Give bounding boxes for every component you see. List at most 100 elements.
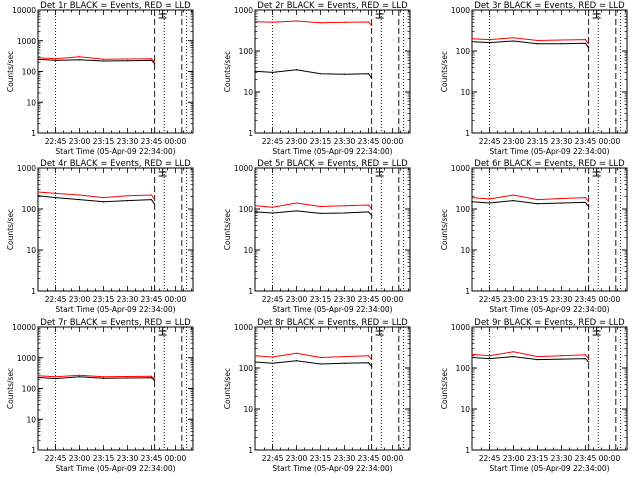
- data-point: [295, 210, 298, 212]
- data-point: [488, 198, 491, 200]
- data-point: [78, 374, 81, 376]
- data-point: [37, 375, 39, 377]
- data-point: [154, 63, 156, 65]
- x-axis-label: Start Time (05-Apr-09 22:34:00): [55, 147, 175, 156]
- data-point: [512, 37, 515, 39]
- data-point: [102, 58, 105, 60]
- data-point: [126, 58, 129, 60]
- chart-title: Det 9r BLACK = Events, RED = LLD: [474, 318, 625, 328]
- data-point: [584, 201, 587, 203]
- x-tick-label: 00:00: [382, 454, 404, 463]
- y-tick-label: 100: [456, 205, 471, 214]
- y-tick-label: 1000: [451, 164, 470, 173]
- data-point: [319, 205, 322, 208]
- y-tick-label: 1: [465, 129, 470, 138]
- x-tick-label: 23:00: [69, 454, 91, 463]
- x-tick-label: 23:15: [310, 454, 332, 463]
- data-point: [560, 355, 563, 357]
- data-point: [371, 359, 373, 361]
- data-point: [150, 375, 153, 377]
- data-point: [560, 358, 563, 360]
- data-point: [536, 198, 539, 201]
- data-point: [271, 362, 274, 364]
- plot-frame: [37, 326, 194, 451]
- panel-5: Det 5r BLACK = Events, RED = LLD 1 10 100 10…: [223, 159, 411, 314]
- data-point: [54, 58, 57, 60]
- data-point: [560, 43, 563, 45]
- x-tick-label: 22:45: [262, 454, 284, 463]
- y-tick-label: 1000: [234, 6, 253, 15]
- data-point: [512, 40, 515, 42]
- x-tick-label: 23:30: [551, 454, 573, 463]
- data-point: [37, 195, 39, 197]
- data-point: [560, 39, 563, 41]
- data-point: [367, 211, 370, 213]
- data-point: [588, 357, 590, 360]
- x-tick-label: 23:45: [141, 454, 163, 463]
- data-point: [488, 357, 491, 360]
- x-tick-label: 23:30: [117, 137, 139, 146]
- data-point: [367, 355, 370, 357]
- data-point: [54, 376, 57, 378]
- data-point: [536, 359, 539, 361]
- data-point: [488, 355, 491, 357]
- plot-frame: [471, 326, 628, 451]
- y-tick-label: 10: [460, 405, 470, 414]
- data-point: [371, 24, 373, 27]
- x-tick-label: 23:15: [93, 454, 115, 463]
- data-point: [254, 211, 256, 213]
- data-point: [102, 376, 105, 378]
- x-tick-label: 23:45: [358, 295, 380, 304]
- x-tick-label: 22:45: [262, 295, 284, 304]
- data-point: [512, 355, 515, 358]
- data-point: [126, 377, 129, 379]
- chart-title: Det 2r BLACK = Events, RED = LLD: [257, 1, 408, 11]
- x-axis-label: Start Time (05-Apr-09 22:34:00): [272, 305, 392, 314]
- x-tick-label: 00:00: [382, 137, 404, 146]
- panel-3: Det 3r BLACK = Events, RED = LLD 1 10 100 10…: [440, 1, 628, 156]
- x-tick-label: 23:00: [69, 137, 91, 146]
- data-point: [471, 353, 473, 355]
- y-tick-label: 10: [26, 246, 36, 255]
- data-point: [102, 201, 105, 203]
- data-point: [560, 197, 563, 200]
- data-point: [367, 21, 370, 23]
- data-point: [154, 378, 156, 380]
- data-point: [154, 380, 156, 382]
- chart-title: Det 3r BLACK = Events, RED = LLD: [474, 1, 625, 11]
- x-tick-label: 23:00: [286, 137, 308, 146]
- data-point: [150, 59, 153, 61]
- data-point: [512, 200, 515, 202]
- y-tick-label: 10: [26, 415, 36, 424]
- data-point: [54, 196, 57, 199]
- x-tick-label: 23:15: [310, 295, 332, 304]
- data-point: [126, 375, 129, 378]
- data-point: [102, 60, 105, 62]
- data-point: [371, 208, 373, 210]
- x-tick-label: 23:45: [575, 454, 597, 463]
- data-point: [584, 357, 587, 360]
- x-tick-label: 23:15: [527, 137, 549, 146]
- data-point: [54, 377, 57, 380]
- series-line-lld: [254, 20, 372, 26]
- data-point: [319, 212, 322, 215]
- data-point: [37, 191, 39, 193]
- y-tick-label: 1000: [17, 37, 36, 46]
- data-point: [37, 57, 39, 59]
- x-tick-label: 23:00: [503, 454, 525, 463]
- chart-title: Det 8r BLACK = Events, RED = LLD: [257, 318, 408, 328]
- panel-9: Det 9r BLACK = Events, RED = LLD 1 10 100 10…: [440, 318, 628, 473]
- data-point: [154, 203, 156, 205]
- panel-8: Det 8r BLACK = Events, RED = LLD 1 10 100 10…: [223, 318, 411, 473]
- x-tick-label: 23:45: [141, 137, 163, 146]
- y-tick-label: 10000: [12, 323, 36, 332]
- y-axis-label: Counts/sec: [223, 51, 232, 92]
- data-point: [588, 43, 590, 45]
- plot-frame: [471, 9, 628, 134]
- data-point: [471, 38, 473, 40]
- x-tick-label: 00:00: [382, 295, 404, 304]
- data-point: [150, 377, 153, 379]
- data-point: [150, 198, 153, 201]
- y-tick-label: 10: [243, 405, 253, 414]
- y-tick-label: 10: [26, 98, 36, 107]
